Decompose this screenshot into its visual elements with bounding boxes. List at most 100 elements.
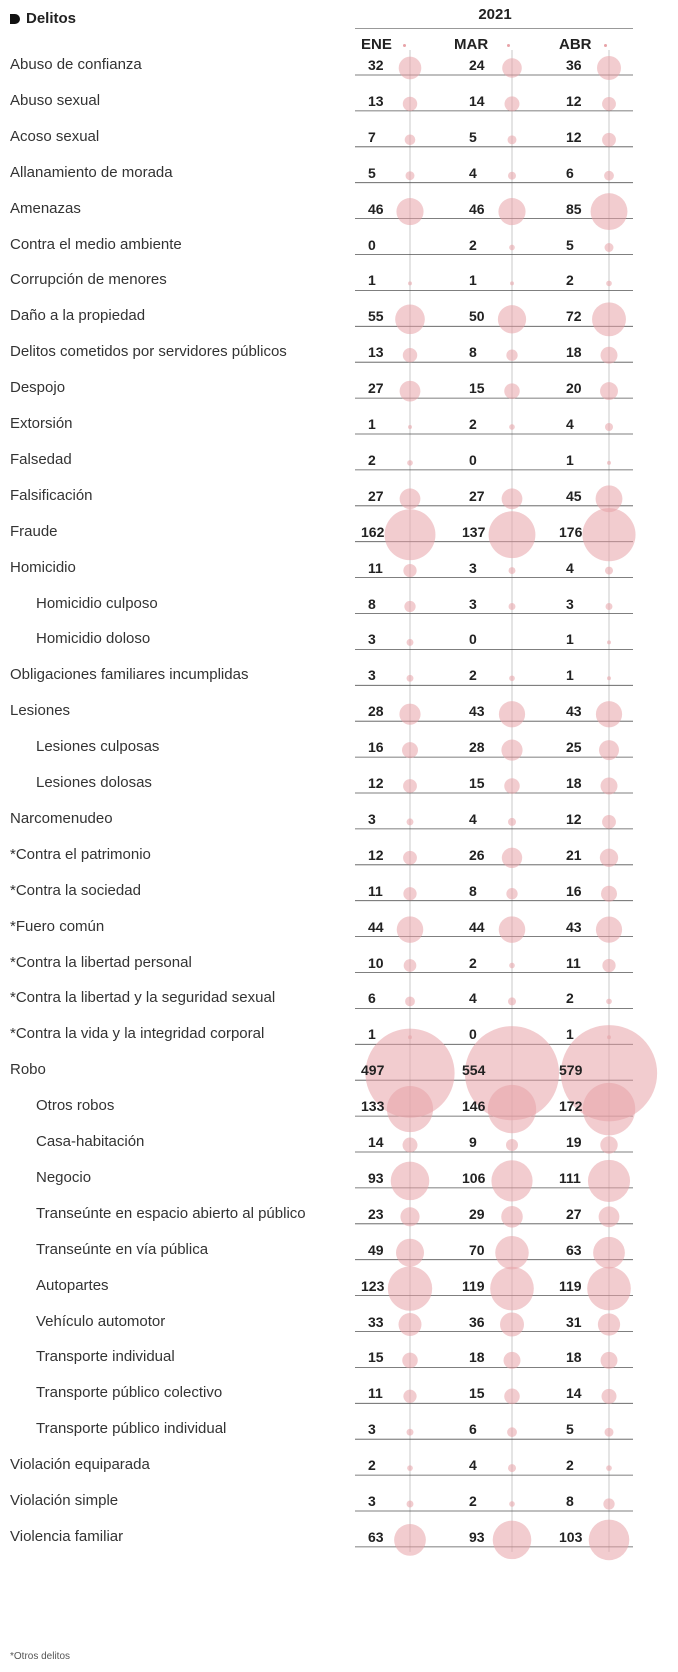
value-label: 85 bbox=[566, 200, 582, 217]
value-label: 72 bbox=[566, 308, 582, 325]
bubble bbox=[503, 1351, 521, 1369]
value-label: 18 bbox=[566, 775, 582, 791]
bubble bbox=[464, 1026, 560, 1121]
bubble bbox=[396, 1238, 424, 1267]
value-label: 46 bbox=[368, 200, 384, 217]
value-label: 31 bbox=[566, 1313, 582, 1330]
bubble bbox=[600, 1351, 618, 1369]
bubble bbox=[606, 1465, 612, 1471]
bubble bbox=[398, 1313, 422, 1336]
bubble bbox=[487, 1084, 537, 1134]
bubble bbox=[384, 509, 436, 561]
value-label: 3 bbox=[368, 1493, 376, 1509]
row-label: Transporte individual bbox=[36, 1348, 175, 1366]
bubble bbox=[404, 134, 416, 146]
bubble bbox=[402, 742, 418, 759]
row-label: *Contra la sociedad bbox=[10, 881, 141, 899]
bubble bbox=[406, 1428, 414, 1436]
bubble bbox=[403, 563, 417, 578]
bubble bbox=[602, 958, 616, 973]
value-label: 11 bbox=[368, 559, 383, 576]
value-label: 14 bbox=[566, 1385, 582, 1402]
row-label: Narcomenudeo bbox=[10, 809, 113, 827]
bubble bbox=[509, 675, 515, 682]
row-label: Abuso sexual bbox=[10, 91, 101, 109]
value-label: 2 bbox=[469, 667, 477, 684]
row-label: *Contra el patrimonio bbox=[10, 845, 151, 863]
value-label: 106 bbox=[462, 1169, 486, 1186]
value-label: 1 bbox=[566, 451, 574, 468]
value-label: 26 bbox=[469, 846, 485, 863]
bubble bbox=[605, 603, 613, 610]
bubble bbox=[405, 171, 415, 181]
value-label: 4 bbox=[469, 164, 477, 181]
bubble bbox=[365, 1028, 455, 1118]
bubble bbox=[604, 170, 614, 181]
value-label: 10 bbox=[368, 954, 384, 971]
month-label-mar: MAR bbox=[454, 36, 489, 53]
value-label: 0 bbox=[368, 236, 376, 253]
value-label: 3 bbox=[368, 667, 376, 684]
bubble bbox=[506, 1139, 518, 1151]
bubble bbox=[509, 244, 515, 251]
bubble bbox=[402, 96, 418, 112]
bubble bbox=[403, 779, 417, 793]
bubble bbox=[507, 1427, 517, 1438]
value-label: 146 bbox=[462, 1098, 486, 1115]
bubble bbox=[399, 488, 421, 510]
value-label: 21 bbox=[566, 846, 582, 863]
value-label: 1 bbox=[566, 1026, 574, 1043]
bubble bbox=[402, 1137, 418, 1153]
bubble bbox=[501, 739, 523, 761]
value-label: 7 bbox=[368, 128, 376, 145]
row-label: Homicidio doloso bbox=[36, 630, 151, 648]
bubble bbox=[598, 1206, 620, 1228]
value-label: 19 bbox=[566, 1134, 582, 1150]
value-label: 2 bbox=[566, 990, 574, 1007]
bubble bbox=[406, 818, 414, 826]
value-label: 3 bbox=[469, 559, 477, 576]
row-label: Falsificación bbox=[10, 486, 93, 504]
value-label: 5 bbox=[566, 236, 574, 253]
bubble bbox=[501, 1206, 523, 1228]
bubble bbox=[604, 1427, 614, 1437]
bubble bbox=[399, 380, 421, 402]
bubble bbox=[593, 1236, 625, 1269]
value-label: 103 bbox=[559, 1528, 583, 1545]
row-label: Homicidio culposo bbox=[36, 594, 158, 612]
row-label: Obligaciones familiares incumplidas bbox=[10, 666, 249, 684]
value-label: 11 bbox=[566, 954, 581, 971]
value-label: 2 bbox=[566, 272, 574, 289]
row-label: Amenazas bbox=[10, 199, 81, 217]
value-label: 14 bbox=[368, 1134, 384, 1150]
bubble bbox=[600, 382, 618, 401]
value-label: 2 bbox=[469, 236, 477, 253]
value-label: 43 bbox=[566, 703, 582, 720]
value-label: 0 bbox=[469, 451, 477, 468]
bubble bbox=[600, 777, 618, 795]
value-label: 119 bbox=[462, 1277, 485, 1294]
value-label: 8 bbox=[469, 344, 477, 361]
value-label: 4 bbox=[566, 559, 574, 576]
value-label: 3 bbox=[368, 810, 376, 827]
value-label: 162 bbox=[361, 523, 385, 540]
bubble bbox=[497, 305, 527, 334]
value-label: 4 bbox=[469, 990, 477, 1007]
bubble bbox=[501, 488, 523, 510]
value-label: 1 bbox=[566, 631, 574, 648]
bubble bbox=[509, 1501, 515, 1507]
bubble bbox=[595, 485, 623, 513]
row-label: Violación equiparada bbox=[10, 1456, 150, 1474]
bubble bbox=[386, 1086, 434, 1133]
bubble bbox=[606, 998, 612, 1005]
row-label: Lesiones culposas bbox=[36, 738, 160, 756]
value-label: 15 bbox=[368, 1349, 384, 1366]
bubble bbox=[400, 1207, 420, 1227]
value-label: 63 bbox=[566, 1241, 582, 1258]
bubble bbox=[595, 701, 623, 728]
value-label: 28 bbox=[368, 703, 384, 720]
row-label: Falsedad bbox=[10, 450, 72, 468]
value-label: 2 bbox=[368, 451, 376, 468]
